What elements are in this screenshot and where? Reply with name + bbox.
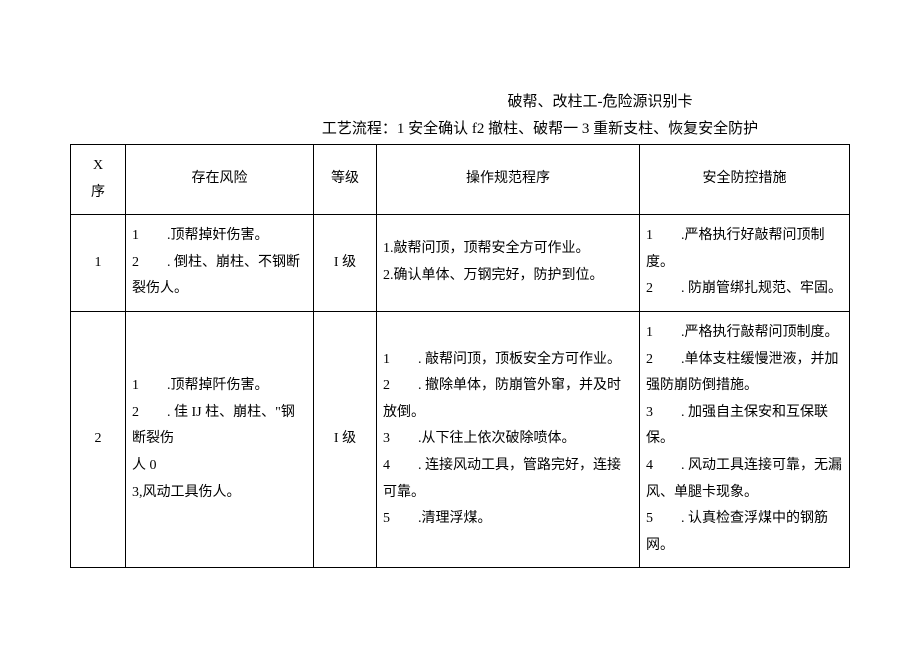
col-header-risk: 存在风险 [126, 145, 314, 215]
cell-level: I 级 [314, 311, 377, 567]
cell-level: I 级 [314, 215, 377, 312]
table-row: 2 1 .顶帮掉阡伤害。2 . 佳 IJ 柱、崩柱、"钢断裂伤人 03,风动工具… [71, 311, 850, 567]
cell-seq: 2 [71, 311, 126, 567]
cell-proc: 1.敲帮问顶，顶帮安全方可作业。2.确认单体、万钢完好，防护到位。 [377, 215, 640, 312]
cell-ctrl: 1 .严格执行敲帮问顶制度。2 .单体支柱缓慢泄液，并加强防崩防倒措施。3 . … [640, 311, 850, 567]
col-header-ctrl: 安全防控措施 [640, 145, 850, 215]
hazard-table: X序 存在风险 等级 操作规范程序 安全防控措施 1 1 .顶帮掉奸伤害。2 .… [70, 144, 850, 568]
doc-title: 破帮、改柱工-危险源识别卡 [70, 90, 850, 111]
cell-risk: 1 .顶帮掉阡伤害。2 . 佳 IJ 柱、崩柱、"钢断裂伤人 03,风动工具伤人… [126, 311, 314, 567]
cell-seq: 1 [71, 215, 126, 312]
col-header-proc: 操作规范程序 [377, 145, 640, 215]
document-page: 破帮、改柱工-危险源识别卡 工艺流程：1 安全确认 f2 撤柱、破帮一 3 重新… [0, 0, 920, 651]
col-header-level: 等级 [314, 145, 377, 215]
col-header-seq: X序 [71, 145, 126, 215]
cell-risk: 1 .顶帮掉奸伤害。2 . 倒柱、崩柱、不钢断裂伤人。 [126, 215, 314, 312]
doc-subtitle: 工艺流程：1 安全确认 f2 撤柱、破帮一 3 重新支柱、恢复安全防护 [70, 117, 850, 138]
cell-ctrl: 1 .严格执行好敲帮问顶制度。2 . 防崩管绑扎规范、牢固。 [640, 215, 850, 312]
table-row: 1 1 .顶帮掉奸伤害。2 . 倒柱、崩柱、不钢断裂伤人。 I 级 1.敲帮问顶… [71, 215, 850, 312]
cell-proc: 1 . 敲帮问顶，顶板安全方可作业。2 . 撤除单体，防崩管外窜，并及时放倒。3… [377, 311, 640, 567]
table-header-row: X序 存在风险 等级 操作规范程序 安全防控措施 [71, 145, 850, 215]
